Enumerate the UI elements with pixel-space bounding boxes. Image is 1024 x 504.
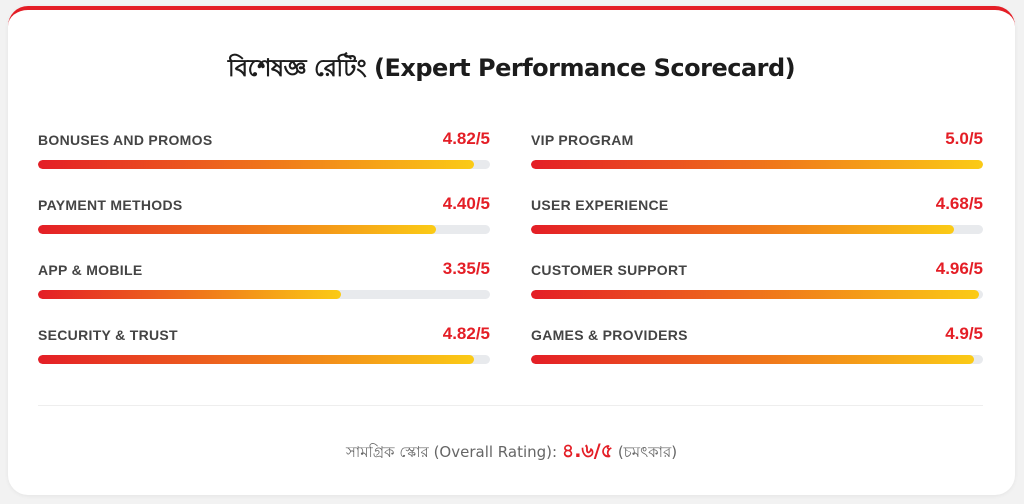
scorecard-card: বিশেষজ্ঞ রেটিং (Expert Performance Score… — [8, 6, 1015, 495]
rating-bar-fill — [38, 160, 474, 169]
scorecard-title: বিশেষজ্ঞ রেটিং (Expert Performance Score… — [227, 54, 796, 82]
overall-score: ৪.৬/৫ — [561, 440, 614, 462]
rating-score: 4.9/5 — [945, 324, 983, 343]
rating-bar-fill — [38, 355, 474, 364]
rating-bar-track — [531, 225, 983, 234]
rating-label: SECURITY & TRUST — [38, 327, 178, 343]
rating-label: VIP PROGRAM — [531, 132, 634, 148]
rating-row: APP & MOBILE 3.35/5 — [38, 258, 490, 323]
rating-label: GAMES & PROVIDERS — [531, 327, 688, 343]
rating-label: BONUSES AND PROMOS — [38, 132, 213, 148]
rating-row: USER EXPERIENCE 4.68/5 — [531, 193, 983, 258]
rating-label: PAYMENT METHODS — [38, 197, 183, 213]
rating-score: 3.35/5 — [442, 259, 490, 278]
rating-bar-fill — [38, 290, 341, 299]
rating-label: USER EXPERIENCE — [531, 197, 669, 213]
rating-bar-track — [531, 355, 983, 364]
right-column: VIP PROGRAM 5.0/5 USER EXPERIENCE 4.68/5… — [531, 128, 983, 388]
rating-score: 4.82/5 — [442, 129, 490, 148]
rating-score: 4.82/5 — [442, 324, 490, 343]
rating-row: PAYMENT METHODS 4.40/5 — [38, 193, 490, 258]
rating-bar-fill — [531, 290, 980, 299]
overall-label: সামগ্রিক স্কোর (Overall Rating): — [345, 443, 558, 461]
rating-score: 4.40/5 — [442, 194, 490, 213]
rating-row: GAMES & PROVIDERS 4.9/5 — [531, 323, 983, 388]
rating-bar-fill — [38, 225, 436, 234]
rating-row: BONUSES AND PROMOS 4.82/5 — [38, 128, 490, 193]
rating-label: CUSTOMER SUPPORT — [531, 262, 688, 278]
rating-bar-track — [531, 160, 983, 169]
rating-bar-fill — [531, 355, 974, 364]
overall-rating: সামগ্রিক স্কোর (Overall Rating): ৪.৬/৫ (… — [8, 437, 1015, 469]
left-column: BONUSES AND PROMOS 4.82/5 PAYMENT METHOD… — [38, 128, 490, 388]
rating-bar-track — [38, 355, 490, 364]
rating-score: 4.68/5 — [935, 194, 983, 213]
rating-row: VIP PROGRAM 5.0/5 — [531, 128, 983, 193]
overall-verdict: (চমৎকার) — [617, 443, 678, 461]
rating-bar-track — [38, 225, 490, 234]
divider — [38, 405, 983, 406]
rating-bar-track — [38, 290, 490, 299]
rating-label: APP & MOBILE — [38, 262, 143, 278]
rating-row: CUSTOMER SUPPORT 4.96/5 — [531, 258, 983, 323]
rating-score: 4.96/5 — [935, 259, 983, 278]
rating-bar-track — [531, 290, 983, 299]
rating-row: SECURITY & TRUST 4.82/5 — [38, 323, 490, 388]
rating-score: 5.0/5 — [945, 129, 983, 148]
rating-bar-fill — [531, 225, 955, 234]
rating-bar-track — [38, 160, 490, 169]
rating-bar-fill — [531, 160, 983, 169]
